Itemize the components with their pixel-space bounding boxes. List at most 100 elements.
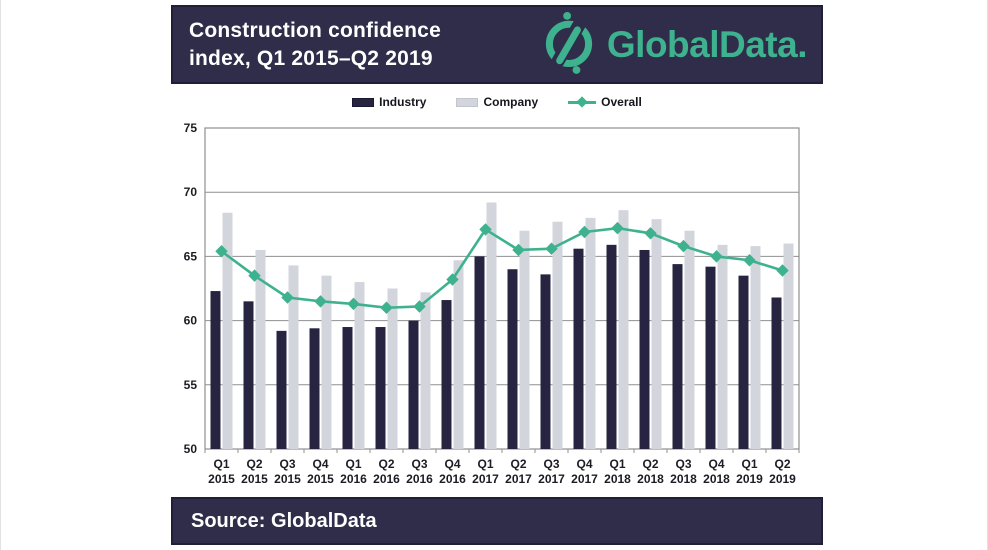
chart-legend: Industry Company Overall [171, 92, 823, 112]
overall-marker-q3-2015 [281, 291, 294, 304]
title-line-2: index, Q1 2015–Q2 2019 [189, 46, 433, 70]
legend-label-overall: Overall [601, 95, 642, 109]
bar-company-q1-2018 [618, 210, 629, 449]
x-axis-label-quarter-q2-2016: Q2 [378, 457, 394, 471]
title-line-1: Construction confidence [189, 18, 441, 42]
x-axis-label-quarter-q4-2017: Q4 [576, 457, 592, 471]
legend-label-company: Company [483, 95, 539, 109]
overall-marker-q4-2015 [314, 295, 327, 308]
bar-company-q2-2016 [387, 288, 398, 449]
source-text: Source: GlobalData [191, 509, 377, 532]
brand-wordmark: GlobalData. [606, 23, 808, 65]
bar-industry-q2-2018 [639, 249, 650, 449]
x-axis-label-year-q1-2018: 2018 [604, 472, 631, 486]
overall-line-swatch [568, 95, 597, 108]
x-axis-label-quarter-q1-2016: Q1 [345, 457, 361, 471]
bar-industry-q2-2019 [771, 297, 782, 449]
chart-area: 50 55 60 65 70 75 Q1 2015 Q2 2015 Q3 2015 Q4 2015 Q1 20… [171, 115, 823, 497]
bar-industry-q1-2016 [342, 327, 353, 449]
bar-industry-q1-2017 [474, 256, 485, 449]
page-title: Construction confidence index, Q1 2015–Q… [189, 17, 441, 72]
x-axis-label-year-q1-2019: 2019 [736, 472, 763, 486]
x-axis-label-year-q1-2017: 2017 [472, 472, 499, 486]
bar-industry-q1-2019 [738, 275, 749, 449]
bar-company-q2-2017 [519, 230, 530, 449]
bar-company-q3-2017 [552, 221, 563, 449]
x-axis-label-quarter-q2-2018: Q2 [642, 457, 658, 471]
industry-swatch [352, 97, 375, 107]
overall-line [220, 226, 783, 310]
x-axis-label-year-q3-2017: 2017 [538, 472, 565, 486]
overall-marker-q3-2018 [677, 239, 690, 253]
x-axis-label-quarter-q2-2019: Q2 [774, 457, 790, 471]
bar-company-q1-2015 [222, 212, 233, 449]
x-axis-label-year-q4-2016: 2016 [439, 472, 466, 486]
globaldata-logo-icon [541, 9, 597, 80]
bar-industry-q3-2016 [408, 320, 419, 449]
x-axis-label-year-q4-2015: 2015 [307, 472, 334, 486]
x-axis-label-quarter-q3-2017: Q3 [543, 457, 559, 471]
bar-company-q2-2018 [651, 219, 662, 449]
bar-company-q4-2016 [453, 260, 464, 449]
bar-industry-q3-2018 [672, 264, 683, 449]
x-axis-label-quarter-q1-2015: Q1 [213, 457, 229, 471]
bar-company-q4-2015 [321, 275, 332, 449]
x-axis-label-year-q2-2015: 2015 [241, 472, 268, 486]
x-axis-label-quarter-q1-2018: Q1 [609, 457, 625, 471]
x-axis-label-quarter-q4-2015: Q4 [312, 457, 328, 471]
x-axis-label-year-q1-2016: 2016 [340, 472, 367, 486]
bar-industry-q2-2017 [507, 269, 518, 449]
confidence-chart: 505560657075Q12015Q22015Q32015Q42015Q120… [184, 121, 800, 486]
bar-industry-q4-2015 [309, 328, 320, 449]
overall-marker-q2-2017 [512, 243, 525, 257]
x-axis-label-year-q2-2018: 2018 [637, 472, 664, 486]
x-axis-label-year-q3-2016: 2016 [406, 472, 433, 486]
bar-industry-q4-2016 [441, 300, 452, 449]
bar-company-q1-2016 [354, 282, 365, 449]
x-axis-label-year-q4-2017: 2017 [571, 472, 598, 486]
y-axis-label-55: 55 [184, 378, 198, 392]
globaldata-logo: GlobalData. [541, 9, 808, 80]
bar-company-q4-2018 [717, 244, 728, 449]
overall-marker-q3-2017 [545, 242, 558, 255]
bar-industry-q4-2018 [705, 266, 716, 449]
bar-industry-q1-2018 [606, 244, 617, 449]
x-axis-label-quarter-q4-2016: Q4 [444, 457, 460, 471]
bar-company-q3-2018 [684, 230, 695, 449]
company-swatch [456, 97, 479, 107]
legend-label-industry: Industry [379, 95, 427, 109]
footer-panel: Source: GlobalData [171, 497, 823, 545]
x-axis-label-year-q1-2015: 2015 [208, 472, 235, 486]
overall-marker-q4-2018 [710, 250, 723, 263]
bar-company-q2-2019 [783, 243, 794, 449]
bar-company-q3-2015 [288, 265, 299, 449]
bar-company-q3-2016 [420, 292, 431, 449]
x-axis-label-quarter-q2-2017: Q2 [510, 457, 526, 471]
x-axis-label-quarter-q3-2018: Q3 [675, 457, 691, 471]
y-axis-label-70: 70 [184, 185, 198, 199]
x-axis-label-quarter-q4-2018: Q4 [708, 457, 724, 471]
bar-company-q1-2019 [750, 246, 761, 449]
x-axis-label-quarter-q1-2019: Q1 [741, 457, 757, 471]
legend-item-industry: Industry [352, 95, 426, 109]
x-axis-label-year-q2-2019: 2019 [769, 472, 796, 486]
bar-company-q1-2017 [486, 202, 497, 449]
header-panel: Construction confidence index, Q1 2015–Q… [171, 5, 823, 84]
bar-industry-q2-2016 [375, 327, 386, 449]
y-axis-label-75: 75 [184, 121, 198, 135]
x-axis-label-year-q4-2018: 2018 [703, 472, 730, 486]
overall-marker-q2-2015 [248, 269, 261, 282]
x-axis-label-year-q3-2015: 2015 [274, 472, 301, 486]
x-axis-label-quarter-q3-2016: Q3 [411, 457, 427, 471]
bar-industry-q2-2015 [243, 301, 254, 449]
overall-marker-q4-2017 [578, 225, 591, 239]
bar-industry-q3-2017 [540, 274, 551, 449]
overall-marker-q1-2015 [215, 245, 228, 258]
bar-industry-q4-2017 [573, 248, 584, 449]
x-axis-label-year-q2-2017: 2017 [505, 472, 532, 486]
bar-industry-q1-2015 [210, 291, 221, 449]
legend-item-overall: Overall [568, 95, 642, 109]
x-axis-label-quarter-q2-2015: Q2 [246, 457, 262, 471]
y-axis-label-60: 60 [184, 314, 198, 328]
